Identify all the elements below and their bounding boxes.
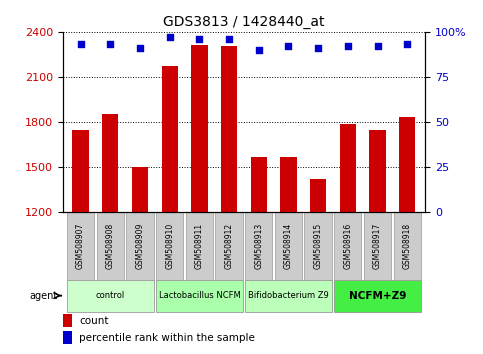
Text: control: control bbox=[96, 291, 125, 300]
Point bbox=[166, 34, 173, 40]
Text: Bifidobacterium Z9: Bifidobacterium Z9 bbox=[248, 291, 329, 300]
Bar bbox=[72, 130, 89, 212]
Text: agent: agent bbox=[30, 291, 58, 301]
Title: GDS3813 / 1428440_at: GDS3813 / 1428440_at bbox=[163, 16, 325, 29]
Text: percentile rank within the sample: percentile rank within the sample bbox=[79, 333, 255, 343]
Text: GSM508912: GSM508912 bbox=[225, 223, 234, 269]
Point bbox=[374, 44, 382, 49]
Bar bbox=[369, 130, 386, 212]
Text: Lactobacillus NCFM: Lactobacillus NCFM bbox=[158, 291, 240, 300]
Point bbox=[284, 44, 292, 49]
Bar bbox=[63, 331, 72, 344]
Bar bbox=[67, 280, 154, 312]
Text: GSM508907: GSM508907 bbox=[76, 223, 85, 269]
Text: GSM508911: GSM508911 bbox=[195, 223, 204, 269]
Text: GSM508918: GSM508918 bbox=[403, 223, 412, 269]
Bar bbox=[275, 212, 302, 280]
Point bbox=[77, 42, 85, 47]
Bar bbox=[340, 124, 356, 212]
Bar bbox=[245, 212, 272, 280]
Bar bbox=[127, 212, 154, 280]
Bar bbox=[156, 280, 243, 312]
Point bbox=[314, 45, 322, 51]
Bar bbox=[310, 178, 327, 212]
Bar bbox=[399, 117, 415, 212]
Bar bbox=[245, 280, 332, 312]
Text: GSM508917: GSM508917 bbox=[373, 223, 382, 269]
Bar bbox=[251, 158, 267, 212]
Bar bbox=[132, 166, 148, 212]
Text: count: count bbox=[79, 316, 109, 326]
Bar bbox=[394, 212, 421, 280]
Bar bbox=[364, 212, 391, 280]
Point bbox=[136, 45, 144, 51]
Bar bbox=[334, 280, 421, 312]
Bar bbox=[215, 212, 243, 280]
Bar bbox=[191, 45, 208, 212]
Text: GSM508913: GSM508913 bbox=[254, 223, 263, 269]
Bar bbox=[67, 212, 94, 280]
Bar bbox=[334, 212, 361, 280]
Bar bbox=[156, 212, 184, 280]
Point bbox=[225, 36, 233, 42]
Text: GSM508908: GSM508908 bbox=[106, 223, 115, 269]
Bar bbox=[102, 114, 118, 212]
Point bbox=[196, 36, 203, 42]
Point bbox=[344, 44, 352, 49]
Point bbox=[403, 42, 411, 47]
Point bbox=[106, 42, 114, 47]
Text: GSM508910: GSM508910 bbox=[165, 223, 174, 269]
Bar bbox=[304, 212, 332, 280]
Text: GSM508916: GSM508916 bbox=[343, 223, 352, 269]
Text: GSM508909: GSM508909 bbox=[136, 223, 144, 269]
Bar bbox=[97, 212, 124, 280]
Bar bbox=[186, 212, 213, 280]
Bar bbox=[161, 66, 178, 212]
Bar bbox=[280, 158, 297, 212]
Bar bbox=[63, 314, 72, 327]
Text: GSM508914: GSM508914 bbox=[284, 223, 293, 269]
Point bbox=[255, 47, 263, 53]
Text: NCFM+Z9: NCFM+Z9 bbox=[349, 291, 406, 301]
Bar bbox=[221, 46, 237, 212]
Text: GSM508915: GSM508915 bbox=[313, 223, 323, 269]
